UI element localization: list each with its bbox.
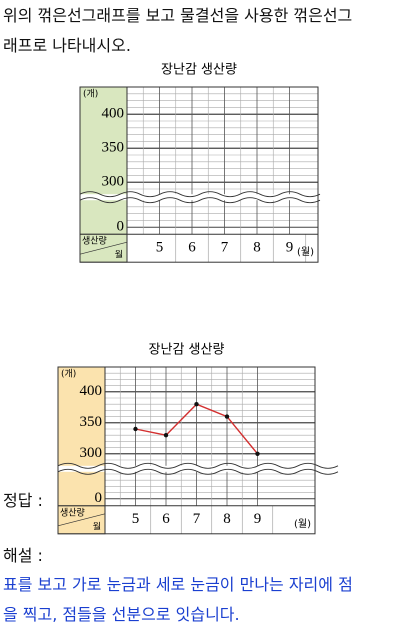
- y-tick-label: 350: [102, 140, 125, 156]
- x-tick-label: 9: [286, 240, 294, 256]
- label-panel: [80, 87, 127, 263]
- wave-line: [57, 462, 339, 469]
- chart-frame: [79, 86, 319, 263]
- explanation-line: 을 찍고, 점들을 선분으로 잇습니다.: [3, 605, 240, 624]
- break-band: [80, 194, 318, 201]
- wave-line: [57, 468, 339, 475]
- corner-diagonal: [57, 513, 106, 527]
- corner-label: 생산량: [82, 235, 107, 247]
- y-axis-label: (개): [83, 89, 98, 100]
- explanation-label: 해설 :: [3, 546, 43, 565]
- x-tick-label: 5: [132, 511, 140, 527]
- corner-label: 월: [93, 520, 101, 532]
- chart-title: 장난감 생산량: [149, 343, 225, 358]
- corner-diagonal: [79, 241, 128, 255]
- x-tick-label: 9: [254, 511, 262, 527]
- x-tick-label: 6: [162, 511, 170, 527]
- y-tick-label: 350: [80, 414, 103, 430]
- chart-frame: [57, 366, 316, 535]
- question-line: 위의 꺾은선그래프를 보고 물결선을 사용한 꺾은선그: [3, 6, 353, 25]
- y-axis-label: (개): [61, 369, 76, 380]
- chart-title: 장난감 생산량: [161, 63, 237, 78]
- y-tick-label: 0: [95, 490, 103, 506]
- point: [163, 433, 169, 438]
- x-axis-unit: (월): [294, 518, 311, 530]
- y-tick-label: 0: [117, 219, 125, 235]
- x-tick-label: 7: [221, 240, 229, 256]
- y-tick-label: 400: [102, 106, 125, 122]
- point: [255, 451, 260, 456]
- x-tick-label: 6: [188, 240, 196, 256]
- wave-line: [79, 197, 321, 204]
- x-tick-label: 5: [156, 240, 164, 256]
- x-axis-unit: (월): [297, 246, 314, 258]
- break-band: [58, 465, 315, 472]
- y-tick-label: 300: [102, 174, 125, 190]
- explanation-line: 표를 보고 가로 눈금과 세로 눈금이 만나는 자리에 점: [3, 575, 353, 594]
- point: [194, 402, 199, 407]
- y-tick-label: 300: [80, 445, 103, 461]
- answer-label: 정답 :: [3, 491, 43, 510]
- x-tick-label: 7: [193, 511, 201, 527]
- x-tick-label: 8: [253, 240, 261, 256]
- y-tick-label: 400: [80, 383, 103, 399]
- point: [133, 426, 138, 432]
- x-tick-label: 8: [223, 511, 231, 527]
- corner-label: 생산량: [60, 506, 85, 518]
- question-line: 래프로 나타내시오.: [3, 36, 131, 55]
- point: [224, 414, 230, 419]
- corner-label: 월: [115, 249, 123, 261]
- wave-line: [79, 191, 321, 198]
